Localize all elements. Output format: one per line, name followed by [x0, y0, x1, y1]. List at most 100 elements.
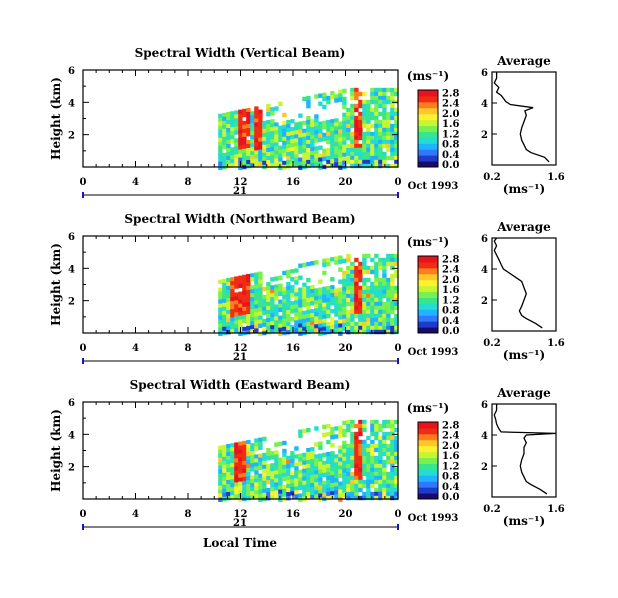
heatmap-cell: [246, 302, 251, 307]
heatmap-cell: [366, 495, 371, 501]
heatmap-cell: [390, 487, 395, 493]
heatmap-cell: [350, 163, 355, 169]
heatmap-cell: [218, 327, 223, 332]
heatmap-cell: [374, 325, 379, 331]
heatmap-cell: [378, 257, 383, 263]
heatmap-cell: [390, 483, 395, 489]
heatmap-cell: [250, 325, 255, 330]
heatmap-cell: [230, 135, 235, 140]
heatmap-cell: [394, 115, 399, 121]
heatmap-cell: [246, 484, 251, 489]
heatmap-cell: [338, 279, 343, 284]
heatmap-cell: [390, 285, 395, 291]
heatmap-cell: [306, 463, 311, 469]
heatmap-cell: [330, 131, 335, 136]
heatmap-cell: [374, 471, 379, 477]
heatmap-cell: [306, 459, 311, 465]
heatmap-cell: [338, 125, 343, 130]
heatmap-cell: [346, 151, 351, 157]
heatmap-cell: [378, 87, 383, 93]
heatmap-cell: [278, 157, 283, 162]
heatmap-cell: [346, 119, 351, 125]
heatmap-cell: [298, 315, 303, 320]
heatmap-cell: [366, 329, 371, 335]
heatmap-cell: [346, 329, 351, 335]
heatmap-cell: [326, 439, 331, 445]
heatmap-cell: [390, 87, 395, 93]
heatmap-cell: [226, 298, 231, 303]
heatmap-cell: [274, 154, 279, 159]
heatmap-cell: [278, 165, 283, 170]
heatmap-cell: [346, 427, 351, 433]
heatmap-cell: [362, 309, 367, 315]
heatmap-cell: [286, 164, 291, 169]
colorbar-segment: [418, 267, 438, 275]
heatmap-cell: [218, 137, 223, 143]
heatmap-cell: [382, 293, 387, 299]
heatmap-cell: [322, 326, 327, 332]
heatmap-cell: [322, 124, 327, 130]
heatmap-cell: [302, 472, 307, 478]
heatmap-cell: [362, 159, 367, 165]
heatmap-cell: [322, 488, 327, 494]
heatmap-cell: [354, 159, 359, 165]
heatmap-cell: [266, 496, 271, 501]
heatmap-cell: [358, 91, 363, 97]
heatmap-cell: [342, 136, 347, 142]
heatmap-cell: [246, 468, 251, 473]
heatmap-cell: [254, 272, 259, 277]
heatmap-cell: [302, 294, 307, 300]
heatmap-cell: [342, 290, 347, 296]
heatmap-cell: [282, 132, 287, 138]
heatmap-cell: [342, 306, 347, 312]
heatmap-cell: [338, 137, 343, 142]
heatmap-cell: [258, 153, 263, 158]
average-x-tick-label: 0.2: [483, 338, 500, 349]
heatmap-cell: [262, 148, 267, 154]
heatmap-cell: [246, 132, 251, 137]
heatmap-cell: [394, 119, 399, 125]
colorbar-segment: [418, 113, 438, 121]
x-tick-label: 8: [185, 343, 192, 354]
average-title: Average: [496, 54, 551, 68]
panel-2: Spectral Width (Northward Beam)246Height…: [49, 212, 565, 364]
heatmap-cell: [250, 321, 255, 326]
heatmap-cell: [258, 303, 263, 308]
heatmap-cell: [330, 151, 335, 156]
average-title: Average: [496, 220, 551, 234]
x-axis-label: Local Time: [203, 536, 277, 550]
heatmap-cell: [218, 153, 223, 159]
heatmap-cell: [218, 145, 223, 151]
heatmap-cell: [362, 261, 367, 267]
heatmap-cell: [250, 143, 255, 148]
heatmap-cell: [382, 273, 387, 279]
heatmap-cell: [286, 270, 291, 275]
heatmap-cell: [258, 315, 263, 320]
heatmap-cell: [218, 323, 223, 328]
heatmap-cell: [366, 491, 371, 497]
heatmap-cell: [338, 489, 343, 494]
heatmap-cell: [354, 475, 359, 481]
heatmap-cell: [250, 309, 255, 314]
heatmap-cell: [366, 483, 371, 489]
heatmap-cell: [278, 291, 283, 296]
heatmap-cell: [374, 289, 379, 295]
heatmap-cell: [362, 277, 367, 283]
heatmap-cell: [326, 495, 331, 501]
heatmap-cell: [350, 459, 355, 465]
heatmap-cell: [262, 128, 267, 134]
heatmap-cell: [270, 151, 275, 156]
colorbar-segment: [418, 155, 438, 162]
heatmap-cell: [258, 271, 263, 276]
heatmap-cell: [254, 142, 259, 147]
heatmap-cell: [338, 141, 343, 146]
heatmap-cell: [326, 99, 331, 105]
heatmap-cell: [366, 151, 371, 157]
heatmap-cell: [226, 322, 231, 327]
heatmap-cell: [354, 321, 359, 327]
heatmap-cell: [306, 155, 311, 161]
heatmap-cell: [230, 325, 235, 330]
heatmap-cell: [302, 96, 307, 102]
heatmap-cell: [234, 122, 239, 127]
